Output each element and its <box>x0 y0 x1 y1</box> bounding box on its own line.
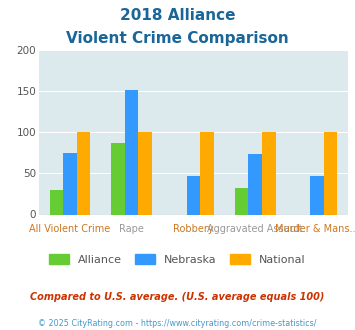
Text: Murder & Mans...: Murder & Mans... <box>275 224 355 234</box>
Bar <box>138 132 152 214</box>
Text: Aggravated Assault: Aggravated Assault <box>207 224 303 234</box>
Text: Robbery: Robbery <box>173 224 214 234</box>
Bar <box>200 132 214 214</box>
Text: © 2025 CityRating.com - https://www.cityrating.com/crime-statistics/: © 2025 CityRating.com - https://www.city… <box>38 319 317 328</box>
Bar <box>248 154 262 214</box>
Text: Compared to U.S. average. (U.S. average equals 100): Compared to U.S. average. (U.S. average … <box>30 292 325 302</box>
Bar <box>187 176 200 214</box>
Bar <box>262 132 275 214</box>
Text: Rape: Rape <box>119 224 144 234</box>
Text: Violent Crime Comparison: Violent Crime Comparison <box>66 31 289 46</box>
Legend: Alliance, Nebraska, National: Alliance, Nebraska, National <box>45 250 310 269</box>
Text: All Violent Crime: All Violent Crime <box>29 224 110 234</box>
Bar <box>235 188 248 215</box>
Bar <box>77 132 90 214</box>
Bar <box>50 190 63 214</box>
Text: 2018 Alliance: 2018 Alliance <box>120 8 235 23</box>
Bar <box>310 176 324 214</box>
Bar <box>63 152 77 214</box>
Bar <box>125 90 138 214</box>
Bar <box>324 132 337 214</box>
Bar <box>111 143 125 214</box>
